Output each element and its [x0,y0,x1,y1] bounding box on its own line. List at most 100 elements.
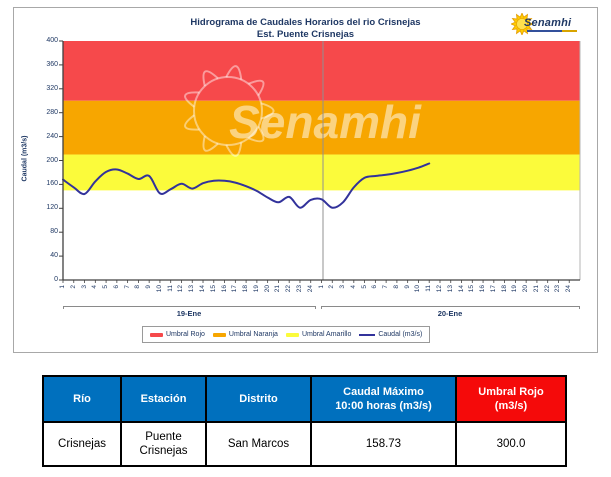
x-tick-label: 13 [188,285,196,293]
logo-underline [527,30,577,32]
legend-item: Caudal (m3/s) [359,331,422,338]
watermark-sun-ray [202,70,219,87]
legend-swatch [212,332,226,337]
day-bracket-19ene [63,306,316,309]
watermark-sun-icon [193,76,263,146]
watermark-text: Senamhi [229,96,422,148]
chart-legend: Umbral Rojo Umbral Naranja Umbral Amarillo… [142,326,431,343]
day-bracket-20ene [321,306,580,309]
x-tick-label: 7 [123,285,131,289]
x-tick-label: 3 [339,285,347,289]
x-tick-label: 14 [457,285,465,293]
x-tick-label: 14 [199,285,207,293]
watermark-sun-ray [248,125,265,143]
x-tick-label: 9 [403,285,411,289]
legend-item: Umbral Naranja [212,331,278,338]
y-axis-title: Caudal (m3/s) [21,135,29,182]
x-tick-label: 10 [155,285,163,293]
x-tick-label: 2 [328,285,336,289]
x-tick-label: 23 [554,285,562,293]
cell-distrito: San Marcos [205,421,312,467]
cell-caudal-maximo: 158.73 [310,421,457,467]
plot-area: Senamhi [59,40,581,283]
x-tick-label: 19 [252,285,260,293]
table-row: Crisnejas Puente Crisnejas San Marcos 15… [42,421,567,467]
day-label-19ene: 19-Ene [176,309,202,318]
y-tick-label: 40 [50,252,58,260]
watermark-sun-ray [184,114,200,131]
x-tick-label: 18 [500,285,508,293]
station-summary-table: Río Estación Distrito Caudal Máximo 10:0… [42,375,567,467]
legend-label: Umbral Naranja [228,331,278,338]
cell-estacion: Puente Crisnejas [120,421,207,467]
y-tick-label: 320 [46,84,58,92]
header-umbral-rojo: Umbral Rojo (m3/s) [455,375,567,423]
x-tick-label: 20 [522,285,530,293]
x-tick-label: 23 [295,285,303,293]
caudal-line [62,162,431,209]
legend-label: Umbral Amarillo [301,331,352,338]
x-tick-label: 20 [263,285,271,293]
plot-svg: Senamhi [59,40,581,283]
header-rio: Río [42,375,122,423]
chart-title: Hidrograma de Caudales Horarios del rio … [190,17,421,28]
band-umbral-amarillo [63,154,580,191]
x-tick-label: 17 [489,285,497,293]
day-label-20ene: 20-Ene [437,309,463,318]
legend-item: Umbral Amarillo [285,331,352,338]
y-tick-label: 200 [46,156,58,164]
legend-label: Caudal (m3/s) [378,331,423,338]
x-tick-label: 24 [306,285,314,293]
x-tick-label: 5 [102,285,110,289]
x-tick-label: 22 [543,285,551,293]
x-tick-label: 11 [425,285,433,292]
x-tick-label: 10 [414,285,422,293]
y-tick-label: 360 [46,60,58,68]
senamhi-logo-text: Senamhi [524,17,572,29]
x-tick-label: 8 [134,285,142,289]
y-tick-label: 160 [46,180,58,188]
x-tick-label: 9 [145,285,153,289]
x-tick-label: 17 [231,285,239,293]
table-header-row: Río Estación Distrito Caudal Máximo 10:0… [42,375,567,423]
watermark-sun-ray [225,142,243,157]
x-tick-label: 5 [360,285,368,289]
x-tick-label: 16 [479,285,487,293]
legend-swatch [285,332,299,337]
header-caudal-maximo: Caudal Máximo 10:00 horas (m3/s) [310,375,457,423]
y-tick-label: 240 [46,132,58,140]
x-tick-label: 11 [166,285,174,292]
y-tick-label: 80 [50,228,58,236]
x-tick-label: 8 [392,285,400,289]
senamhi-logo: Senamhi [511,12,585,40]
chart-panel: Hidrograma de Caudales Horarios del rio … [13,7,598,353]
header-distrito: Distrito [205,375,312,423]
x-tick-label: 15 [209,285,217,293]
chart-subtitle: Est. Puente Crisnejas [256,29,355,40]
x-tick-label: 12 [435,285,443,293]
legend-swatch [359,333,376,336]
cell-rio: Crisnejas [42,421,122,467]
header-estacion: Estación [120,375,207,423]
y-tick-label: 280 [46,108,58,116]
x-tick-label: 3 [80,285,88,289]
x-tick-label: 6 [112,285,120,289]
legend-label: Umbral Rojo [166,331,205,338]
watermark-sun-ray [184,91,200,108]
legend-swatch [150,332,163,337]
x-tick-label: 16 [220,285,228,293]
band-umbral-rojo [63,41,580,101]
x-tick-label: 7 [382,285,390,289]
x-tick-label: 18 [242,285,250,293]
band-umbral-naranja [63,100,580,155]
watermark-sun-ray [248,79,265,97]
y-tick-label: 0 [54,276,58,283]
x-tick-label: 24 [565,285,573,293]
senamhi-sun-icon [511,13,533,35]
legend-item: Umbral Rojo [150,331,205,338]
x-tick-label: 2 [69,285,77,289]
x-tick-label: 21 [532,285,540,293]
x-tick-label: 4 [91,285,99,289]
x-tick-label: 6 [371,285,379,289]
